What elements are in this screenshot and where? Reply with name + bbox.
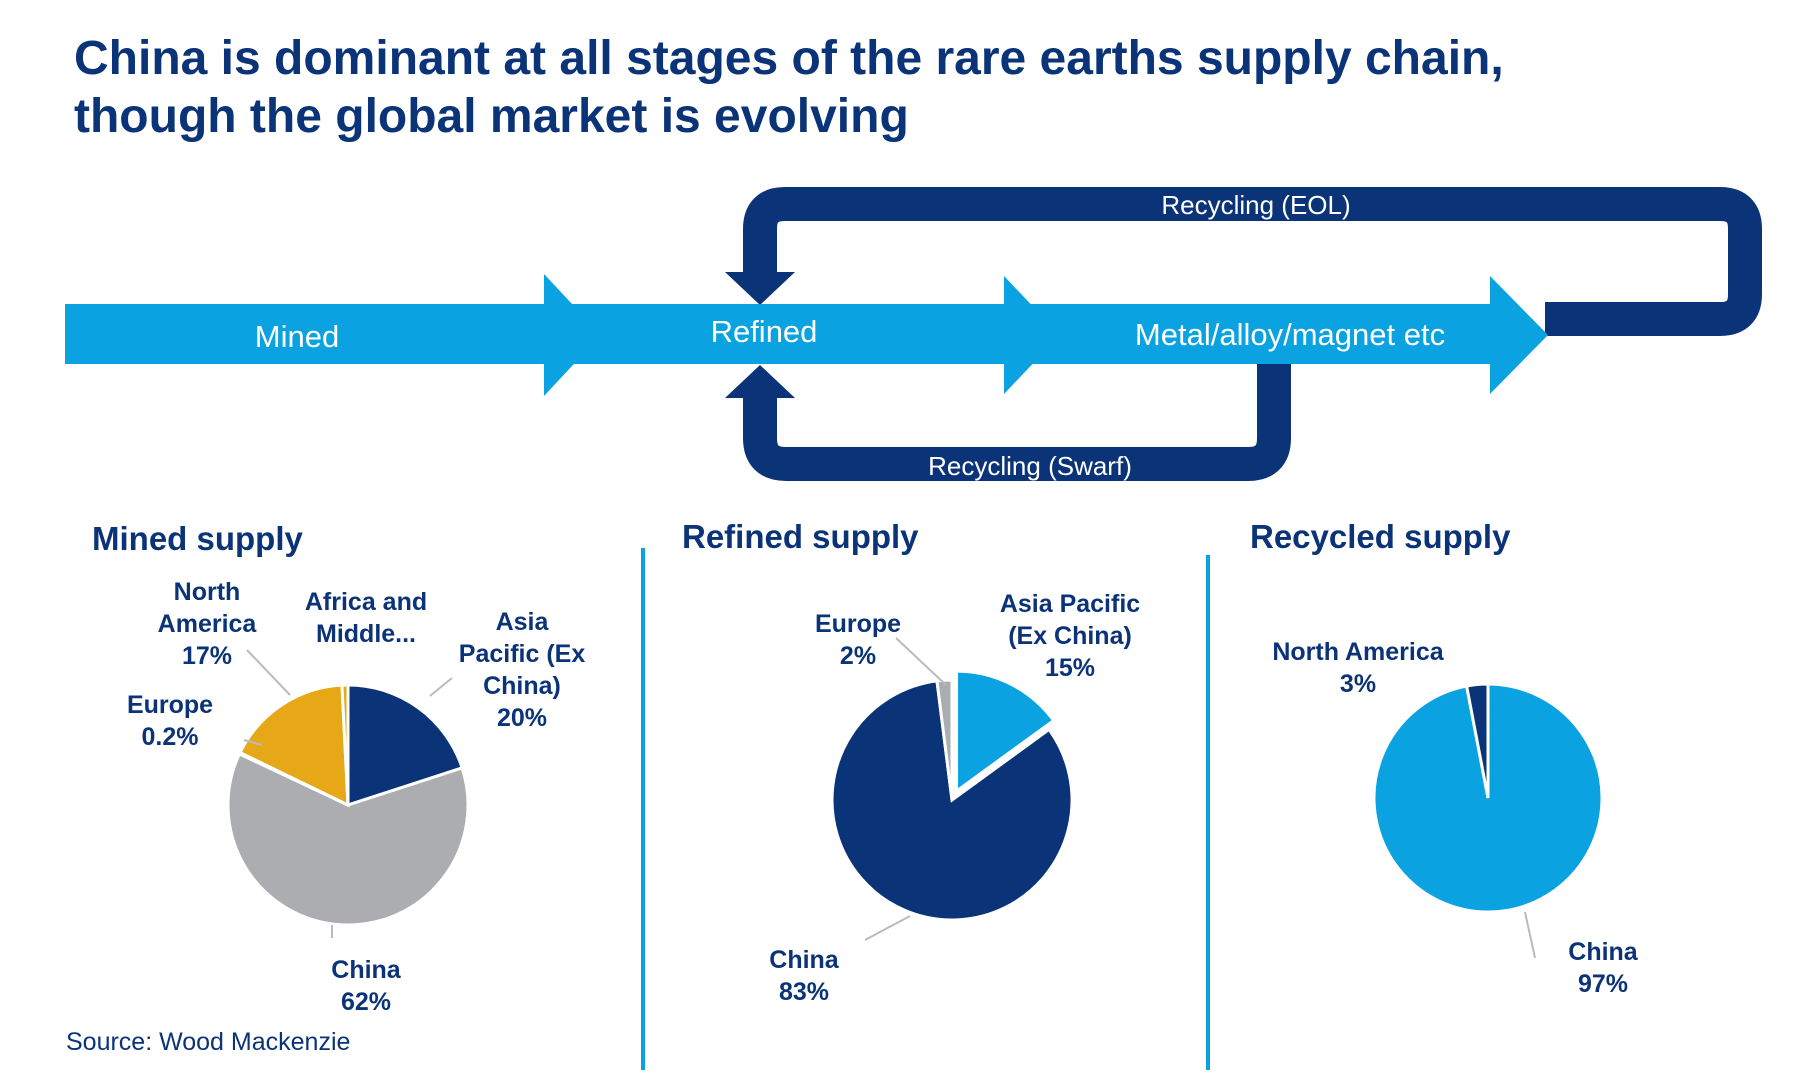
- pie-label: Europe 0.2%: [127, 691, 213, 751]
- pie-label: Asia Pacific (Ex China) 15%: [1000, 590, 1140, 682]
- mined-arrow: [65, 274, 601, 396]
- pie-value-label: 17%: [182, 642, 232, 670]
- refined-arrow: [570, 276, 1060, 394]
- pie-label: Africa and Middle...: [305, 588, 427, 648]
- leader-line: [864, 915, 911, 941]
- pie-value-label: 2%: [840, 642, 876, 670]
- pie-value-label: 97%: [1578, 970, 1628, 998]
- pie-category-label: Europe: [815, 610, 901, 638]
- source-note: Source: Wood Mackenzie: [66, 1028, 351, 1056]
- panel-divider-1: [641, 548, 645, 1070]
- pie-category-label: Pacific (Ex: [459, 640, 586, 668]
- leader-line: [246, 649, 291, 696]
- leader-line: [243, 739, 263, 746]
- pie-category-label: North America: [1272, 638, 1444, 666]
- page-title: China is dominant at all stages of the r…: [74, 30, 1694, 146]
- title-line-2: though the global market is evolving: [74, 90, 909, 143]
- pie-value-label: 0.2%: [142, 723, 199, 751]
- title-line-1: China is dominant at all stages of the r…: [74, 32, 1504, 85]
- pie-category-label: Europe: [127, 691, 213, 719]
- recycled-supply-pie-chart: China 97% North America 3%: [1272, 638, 1639, 998]
- pie-label: China 62%: [331, 956, 402, 1016]
- pie-category-label: China: [1568, 938, 1639, 966]
- leader-line: [895, 637, 947, 686]
- pie-value-label: 3%: [1340, 670, 1376, 698]
- stage-label-metal: Metal/alloy/magnet etc: [1135, 317, 1445, 352]
- pie-category-label: China): [483, 672, 561, 700]
- mined-supply-title: Mined supply: [92, 520, 303, 557]
- pie-value-label: 62%: [341, 988, 391, 1016]
- pie-slice-asia-pacific-ex-china: [955, 669, 1056, 795]
- recycling-eol-label: Recycling (EOL): [1161, 190, 1350, 220]
- pie-label: North America 17%: [158, 578, 258, 670]
- pie-slice-china: [830, 679, 1074, 922]
- recycling-swarf-label: Recycling (Swarf): [928, 451, 1132, 481]
- leader-line: [1524, 911, 1536, 959]
- pie-value-label: 15%: [1045, 654, 1095, 682]
- pie-slice-china: [226, 751, 470, 927]
- recycling-swarf-arrowhead: [725, 365, 795, 398]
- pie-category-label: Asia: [496, 608, 550, 636]
- refined-supply-title: Refined supply: [682, 518, 919, 555]
- pie-category-label: North: [174, 578, 241, 606]
- recycling-eol-arrowhead: [725, 272, 795, 305]
- stage-label-mined: Mined: [255, 319, 339, 354]
- pie-label: Asia Pacific (Ex China) 20%: [459, 608, 586, 732]
- pie-slice-africa-and-middle: [340, 683, 350, 806]
- panel-divider-2: [1206, 555, 1210, 1070]
- stage-label-refined: Refined: [711, 314, 818, 349]
- recycling-eol-loop: [743, 187, 1762, 336]
- supply-chain-flow-diagram: Mined Refined Metal/alloy/magnet etc Rec…: [65, 187, 1762, 481]
- metal-arrow: [1030, 276, 1548, 394]
- pie-category-label: Middle...: [316, 620, 416, 648]
- leader-line: [429, 677, 453, 697]
- pie-category-label: America: [158, 610, 258, 638]
- pie-slice-north-america: [1464, 682, 1490, 799]
- pie-category-label: China: [769, 946, 840, 974]
- pie-category-label: (Ex China): [1008, 622, 1132, 650]
- pie-value-label: 83%: [779, 978, 829, 1006]
- pie-category-label: Asia Pacific: [1000, 590, 1140, 618]
- pie-label: China 97%: [1568, 938, 1639, 998]
- pie-slice-europe: [935, 678, 954, 801]
- pie-slice-north-america: [238, 683, 350, 808]
- pie-value-label: 20%: [497, 704, 547, 732]
- recycling-swarf-loop: [743, 362, 1291, 481]
- pie-category-label: Africa and: [305, 588, 427, 616]
- pie-label: North America 3%: [1272, 638, 1444, 698]
- pie-label: China 83%: [769, 946, 840, 1006]
- pie-category-label: China: [331, 956, 402, 984]
- refined-supply-pie-chart: Asia Pacific (Ex China) 15% China 83% Europe 2…: [769, 590, 1140, 1006]
- mined-supply-pie-chart: Asia Pacific (Ex China) 20% China 62% Europe 0.…: [127, 578, 586, 1016]
- pie-label: Europe 2%: [815, 610, 901, 670]
- recycled-supply-title: Recycled supply: [1250, 518, 1511, 555]
- pie-slice-asia-pacific-ex-china: [346, 683, 465, 808]
